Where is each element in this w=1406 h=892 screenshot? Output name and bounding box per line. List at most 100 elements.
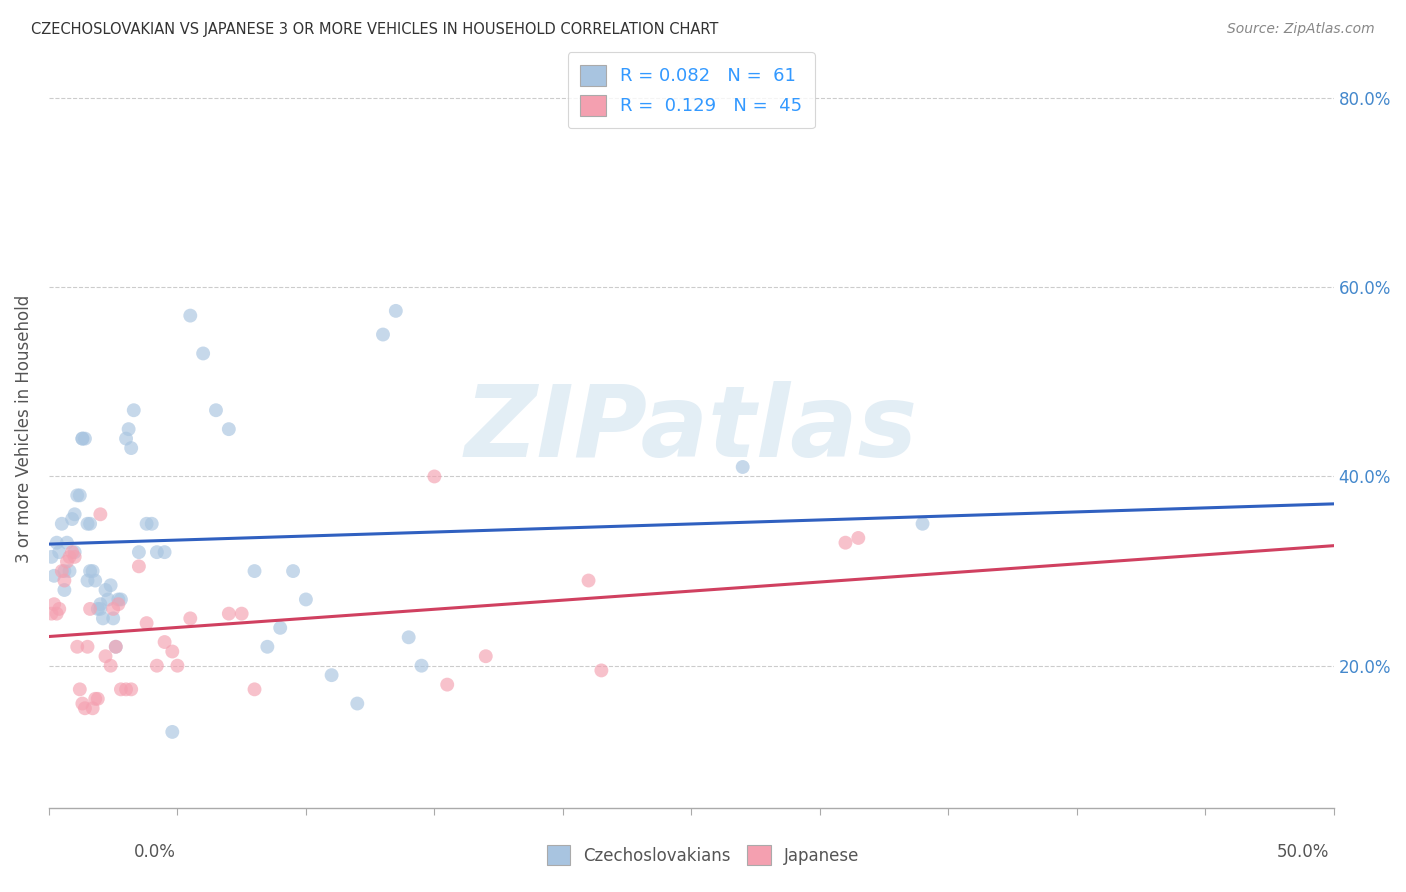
Point bbox=[146, 658, 169, 673]
Point bbox=[79, 602, 101, 616]
Point bbox=[103, 602, 125, 616]
Point bbox=[100, 658, 122, 673]
Point bbox=[45, 607, 67, 621]
Point bbox=[107, 597, 129, 611]
Point bbox=[63, 549, 86, 564]
Point bbox=[104, 640, 127, 654]
Point bbox=[48, 602, 70, 616]
Point bbox=[58, 564, 80, 578]
Text: 0.0%: 0.0% bbox=[134, 843, 176, 861]
Point bbox=[295, 592, 318, 607]
Point bbox=[321, 668, 343, 682]
Point bbox=[179, 611, 201, 625]
Point bbox=[122, 403, 145, 417]
Point bbox=[87, 602, 110, 616]
Point bbox=[436, 678, 458, 692]
Point bbox=[120, 441, 142, 455]
Text: Source: ZipAtlas.com: Source: ZipAtlas.com bbox=[1227, 22, 1375, 37]
Point bbox=[45, 535, 67, 549]
Point bbox=[97, 592, 120, 607]
Point bbox=[162, 725, 184, 739]
Point bbox=[162, 644, 184, 658]
Point bbox=[120, 682, 142, 697]
Point bbox=[115, 432, 138, 446]
Point bbox=[41, 549, 63, 564]
Point bbox=[89, 508, 111, 522]
Point bbox=[94, 582, 117, 597]
Point bbox=[89, 602, 111, 616]
Point bbox=[911, 516, 934, 531]
Point bbox=[58, 549, 80, 564]
Point bbox=[834, 535, 856, 549]
Point bbox=[56, 535, 79, 549]
Point bbox=[110, 592, 132, 607]
Point bbox=[218, 422, 240, 436]
Point bbox=[42, 597, 65, 611]
Point bbox=[423, 469, 446, 483]
Point bbox=[128, 545, 150, 559]
Point bbox=[76, 574, 98, 588]
Point bbox=[135, 616, 157, 631]
Point bbox=[166, 658, 188, 673]
Point bbox=[100, 578, 122, 592]
Text: ZIPatlas: ZIPatlas bbox=[465, 381, 918, 477]
Point bbox=[153, 545, 176, 559]
Point bbox=[371, 327, 394, 342]
Point bbox=[73, 701, 96, 715]
Point bbox=[79, 516, 101, 531]
Point bbox=[79, 564, 101, 578]
Point bbox=[73, 432, 96, 446]
Point bbox=[69, 682, 91, 697]
Point bbox=[63, 508, 86, 522]
Point bbox=[66, 640, 89, 654]
Point bbox=[103, 611, 125, 625]
Point bbox=[69, 488, 91, 502]
Point bbox=[84, 574, 107, 588]
Point bbox=[243, 682, 266, 697]
Point bbox=[82, 564, 104, 578]
Point bbox=[411, 658, 433, 673]
Point bbox=[146, 545, 169, 559]
Point bbox=[63, 545, 86, 559]
Point bbox=[53, 582, 76, 597]
Point bbox=[128, 559, 150, 574]
Point bbox=[191, 346, 214, 360]
Point bbox=[269, 621, 291, 635]
Point bbox=[846, 531, 869, 545]
Point bbox=[56, 555, 79, 569]
Legend: R = 0.082   N =  61, R =  0.129   N =  45: R = 0.082 N = 61, R = 0.129 N = 45 bbox=[568, 52, 815, 128]
Text: 50.0%: 50.0% bbox=[1277, 843, 1329, 861]
Point bbox=[385, 304, 408, 318]
Point bbox=[153, 635, 176, 649]
Point bbox=[243, 564, 266, 578]
Point bbox=[115, 682, 138, 697]
Point bbox=[51, 516, 73, 531]
Point bbox=[591, 664, 613, 678]
Point bbox=[42, 569, 65, 583]
Point bbox=[94, 649, 117, 664]
Point bbox=[87, 691, 110, 706]
Point bbox=[205, 403, 228, 417]
Point bbox=[346, 697, 368, 711]
Point bbox=[398, 630, 420, 644]
Point bbox=[89, 597, 111, 611]
Point bbox=[110, 682, 132, 697]
Point bbox=[218, 607, 240, 621]
Point bbox=[72, 697, 94, 711]
Point bbox=[231, 607, 253, 621]
Point bbox=[578, 574, 600, 588]
Point bbox=[256, 640, 278, 654]
Point bbox=[141, 516, 163, 531]
Point bbox=[72, 432, 94, 446]
Point bbox=[53, 574, 76, 588]
Point bbox=[60, 545, 83, 559]
Legend: Czechoslovakians, Japanese: Czechoslovakians, Japanese bbox=[537, 836, 869, 875]
Point bbox=[117, 422, 139, 436]
Point bbox=[91, 611, 114, 625]
Point bbox=[76, 516, 98, 531]
Point bbox=[82, 701, 104, 715]
Text: CZECHOSLOVAKIAN VS JAPANESE 3 OR MORE VEHICLES IN HOUSEHOLD CORRELATION CHART: CZECHOSLOVAKIAN VS JAPANESE 3 OR MORE VE… bbox=[31, 22, 718, 37]
Y-axis label: 3 or more Vehicles in Household: 3 or more Vehicles in Household bbox=[15, 295, 32, 563]
Point bbox=[731, 460, 754, 475]
Point bbox=[41, 607, 63, 621]
